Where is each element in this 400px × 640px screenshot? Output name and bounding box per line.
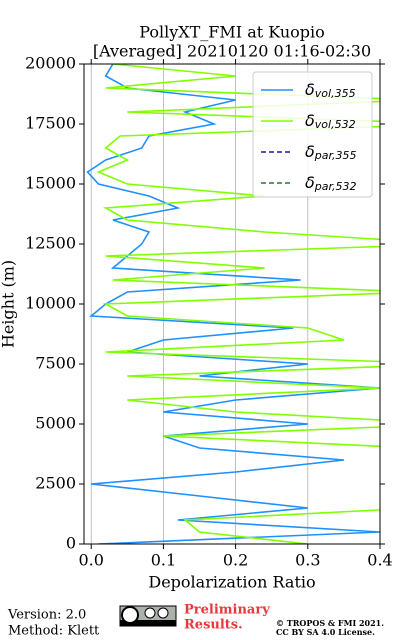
x-axis-label: Depolarization Ratio [148, 573, 315, 592]
cc-logo [119, 605, 177, 627]
x-tick-label: 0.3 [295, 551, 320, 570]
legend-label: δpar,355 [305, 142, 357, 163]
series-group [86, 64, 380, 544]
preliminary: Preliminary [184, 603, 270, 618]
results: Results. [184, 618, 243, 633]
method: Method: Klett [8, 624, 100, 639]
x-tick-label: 0.4 [367, 551, 392, 570]
x-tick-label: 0.2 [223, 551, 248, 570]
y-tick-label: 7500 [35, 354, 76, 373]
y-tick-label: 5000 [35, 414, 76, 433]
y-tick-label: 12500 [25, 234, 76, 253]
chart-title: PollyXT_FMI at Kuopio [139, 23, 325, 42]
y-axis-label: Height (m) [0, 260, 18, 348]
legend-box [252, 71, 373, 198]
profile-line [96, 64, 380, 544]
chart-subtitle: [Averaged] 20210120 01:16-02:30 [93, 42, 371, 61]
legend-label: δvol,355 [305, 80, 356, 101]
version: Version: 2.0 [7, 608, 86, 623]
y-tick-label: 10000 [25, 294, 76, 313]
axes-frame [83, 63, 381, 545]
x-tick-label: 0.0 [78, 551, 103, 570]
legend-label: δpar,532 [305, 173, 357, 194]
legend-label: δvol,532 [305, 111, 356, 132]
copyright: © TROPOS & FMI 2021. [276, 618, 384, 628]
y-tick-label: 17500 [25, 114, 76, 133]
y-tick-label: 15000 [25, 174, 76, 193]
y-tick-label: 0 [66, 534, 76, 553]
y-tick-label: 2500 [35, 474, 76, 493]
y-tick-label: 20000 [25, 54, 76, 73]
license: CC BY SA 4.0 License. [276, 627, 375, 637]
x-tick-label: 0.1 [151, 551, 176, 570]
